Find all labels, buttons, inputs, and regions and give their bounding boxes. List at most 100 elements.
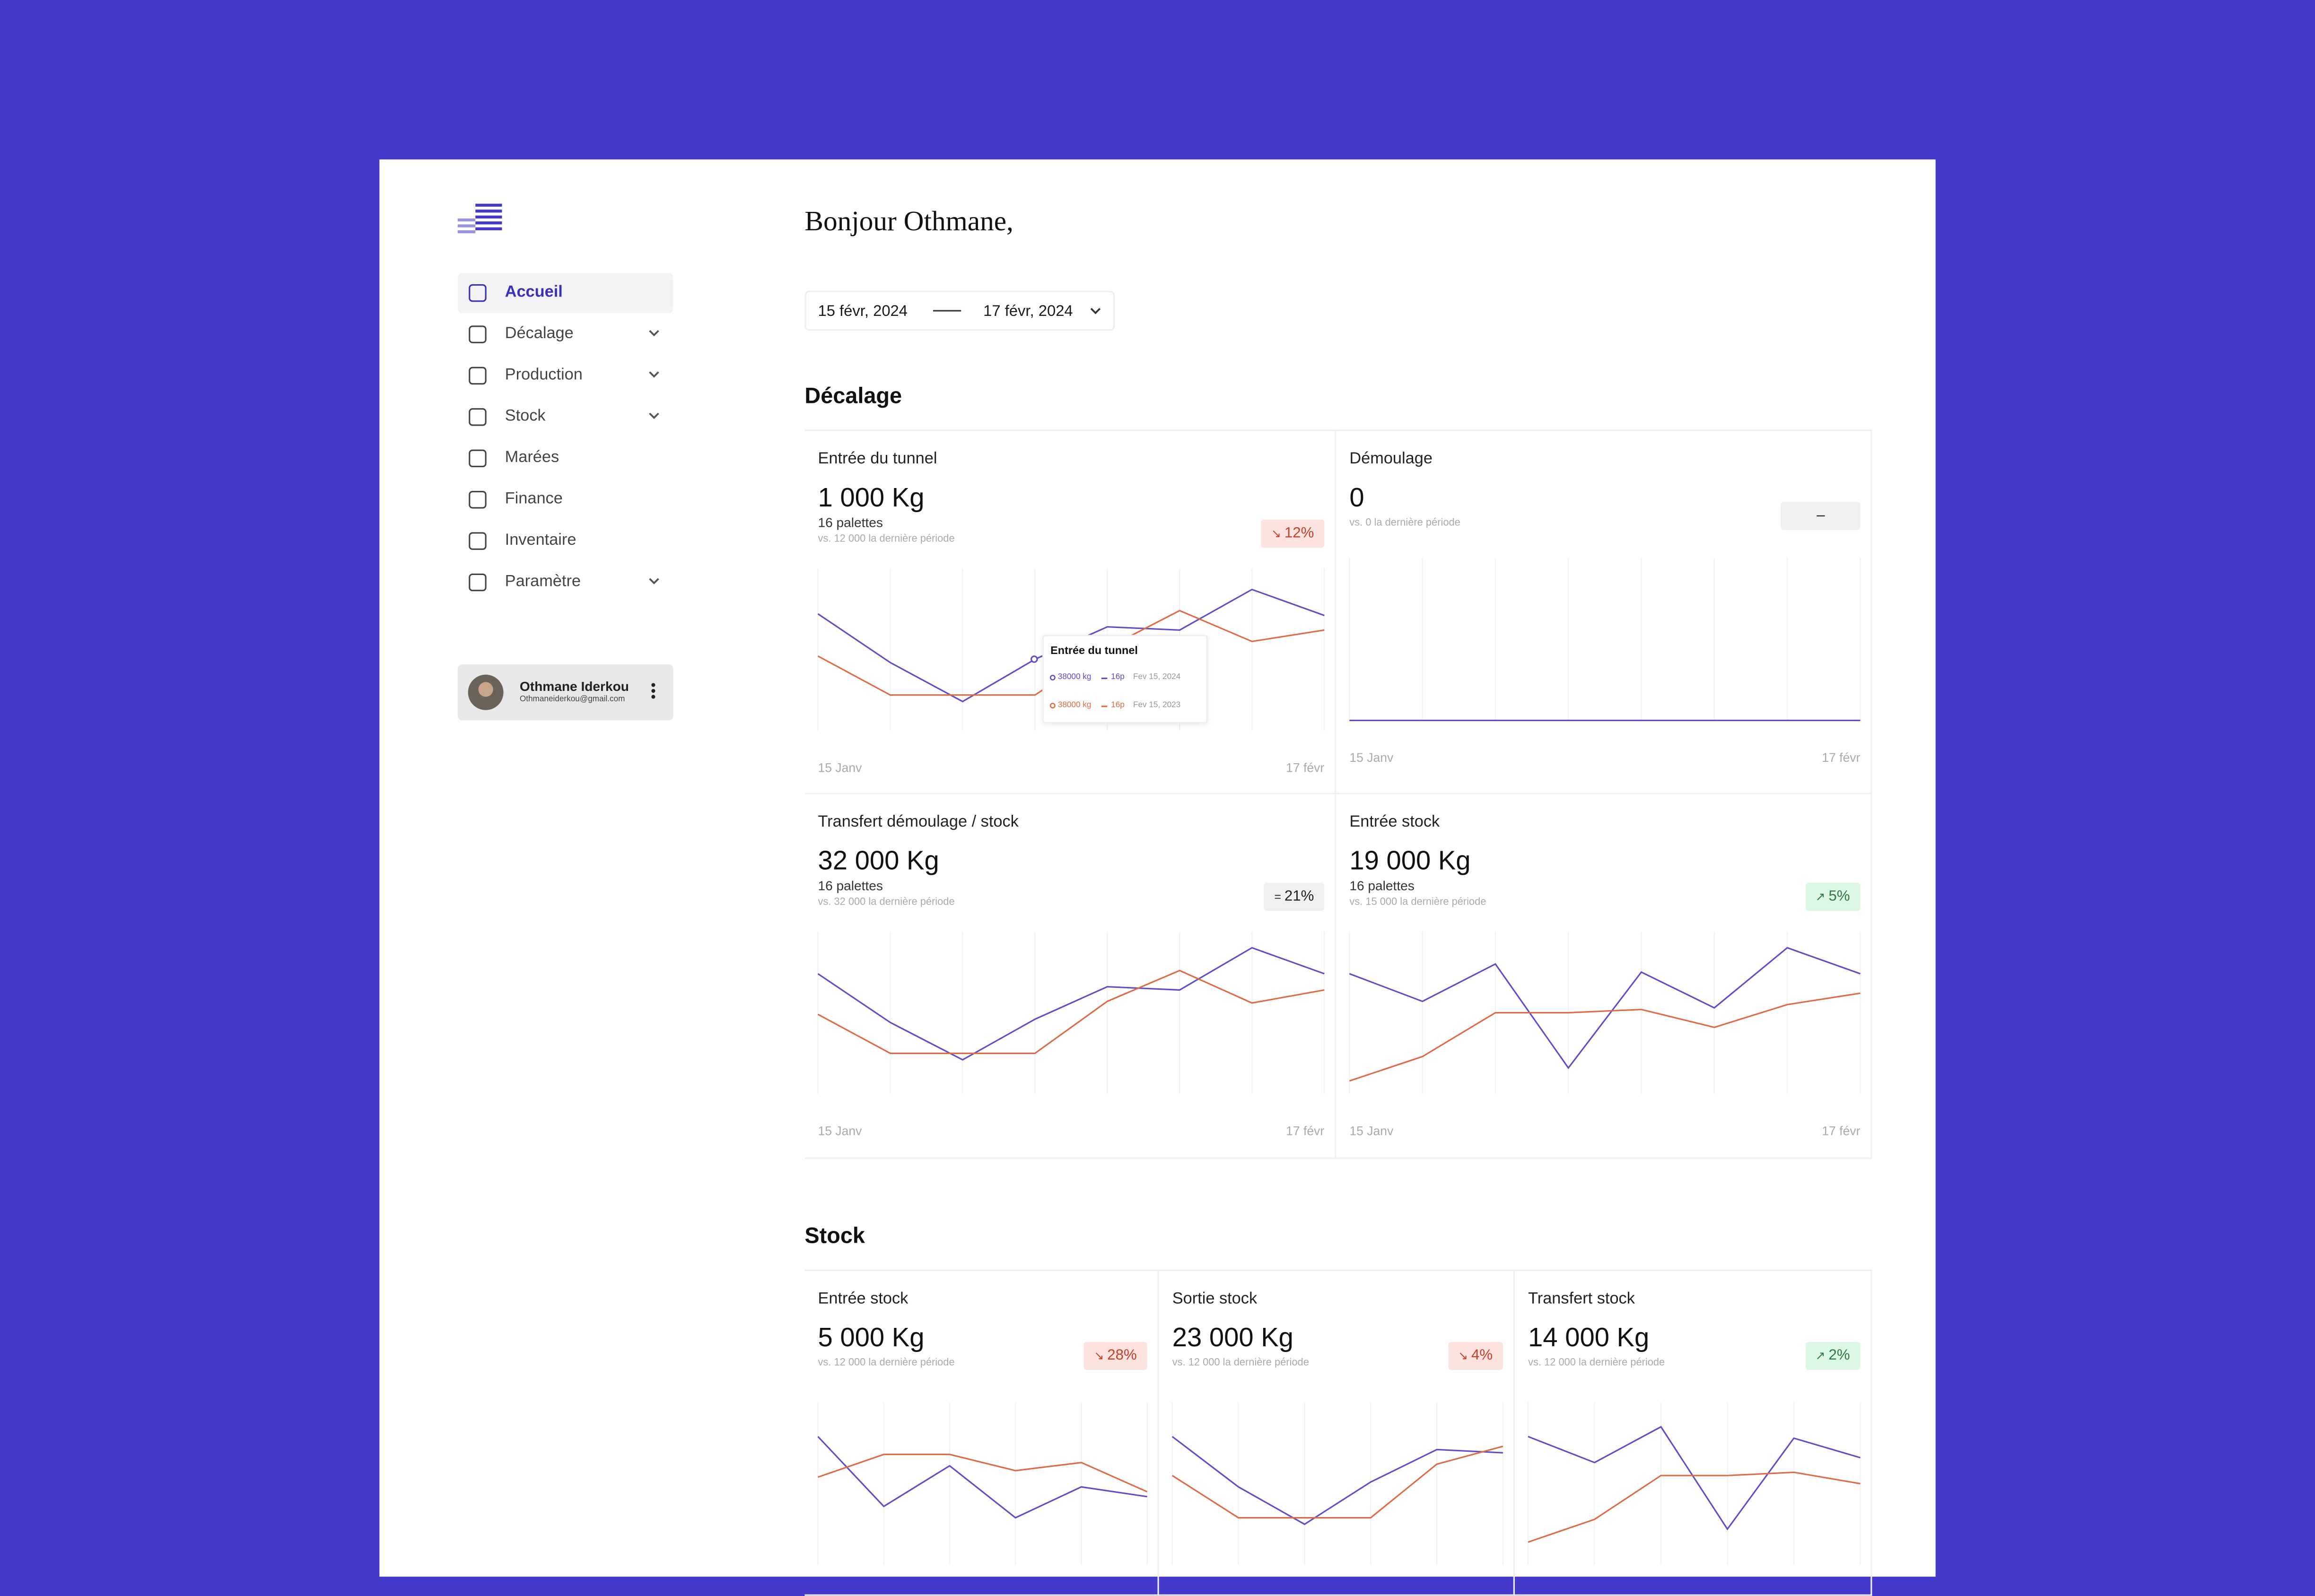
nav-active-bg: [457, 273, 673, 313]
series-line: [817, 947, 1325, 1061]
chevron: [649, 412, 659, 419]
card-value: 23 000 Kg: [1172, 1323, 1293, 1352]
x-label: 15 Janv: [1349, 1123, 1394, 1138]
x-label: 17 févr: [1822, 750, 1861, 765]
nav-item[interactable]: Paramètre: [505, 573, 581, 591]
card: [1336, 431, 1872, 794]
card-compare: vs. 12 000 la dernière période: [818, 1358, 955, 1369]
nav-icon: [469, 325, 487, 343]
trend-icon: =: [1274, 890, 1284, 904]
badge-text: 12%: [1284, 525, 1314, 542]
nav-icon-shape: [469, 408, 487, 426]
badge: ↗ 5%: [1805, 882, 1861, 911]
nav-chevron: [649, 330, 659, 337]
badge: = 21%: [1264, 882, 1325, 911]
x-label: 17 févr: [1286, 760, 1325, 775]
badge-text: –: [1817, 507, 1825, 524]
tooltip-title: Entrée du tunnel: [1050, 643, 1138, 656]
date-to[interactable]: 17 févr, 2024: [983, 302, 1073, 321]
card-value: 14 000 Kg: [1528, 1323, 1650, 1352]
mini-chart: [817, 931, 1325, 1094]
date-separator: [933, 310, 961, 312]
nav-item[interactable]: Inventaire: [505, 531, 577, 549]
nav-chevron: [649, 412, 659, 419]
series-line: [1171, 1436, 1503, 1526]
card: [804, 431, 1337, 794]
trend-icon: ↘: [1094, 1349, 1108, 1363]
card-compare: vs. 12 000 la dernière période: [818, 534, 955, 545]
nav-icon: [469, 573, 487, 592]
card: [1336, 794, 1872, 1159]
card-title: Transfert stock: [1528, 1290, 1635, 1308]
badge: ↘ 4%: [1448, 1342, 1503, 1370]
badge-text: 2%: [1828, 1348, 1850, 1364]
card-sub: 16 palettes: [818, 878, 883, 893]
tooltip-value: 38000 kg: [1057, 672, 1092, 682]
section-title: Stock: [804, 1223, 865, 1249]
marker: [1049, 674, 1055, 680]
nav-icon-shape: [469, 284, 487, 302]
nav-icon-shape: [469, 491, 487, 509]
user-menu: [651, 683, 655, 699]
trend-icon: ↘: [1271, 527, 1284, 541]
nav-item[interactable]: Décalage: [505, 324, 574, 343]
trend-icon: ↗: [1815, 1349, 1829, 1363]
badge: ↗ 2%: [1805, 1342, 1861, 1370]
chevron: [649, 330, 659, 337]
greeting: Bonjour Othmane,: [804, 207, 1013, 238]
nav-item[interactable]: Stock: [505, 407, 546, 426]
tooltip-pallets: 16p: [1111, 672, 1125, 682]
menu-dot: [651, 695, 655, 699]
app-panel: [379, 159, 1936, 1577]
nav-icon-shape: [469, 573, 487, 592]
nav-icon-shape: [469, 325, 487, 343]
card: [804, 794, 1337, 1159]
card-sub: 16 palettes: [1349, 878, 1415, 893]
menu-dot: [651, 689, 655, 693]
tooltip-value: 38000 kg: [1057, 700, 1092, 710]
card-title: Entrée stock: [1349, 813, 1440, 831]
mini-chart: [1171, 1402, 1504, 1565]
date-from[interactable]: 15 févr, 2024: [818, 302, 908, 321]
card-value: 32 000 Kg: [818, 846, 939, 876]
card-title: Démoulage: [1349, 450, 1433, 468]
badge: ↘ 12%: [1261, 519, 1325, 548]
series-line: [1528, 1471, 1861, 1543]
tooltip-marker: [1049, 702, 1055, 708]
tooltip-dash: [1101, 677, 1107, 678]
nav-icon: [469, 532, 487, 550]
series-line: [1349, 947, 1861, 1069]
date-picker[interactable]: [804, 290, 1115, 331]
nav-icon: [469, 449, 487, 468]
card-value: 19 000 Kg: [1349, 846, 1471, 876]
chevron: [649, 371, 659, 378]
mini-chart: [1349, 558, 1861, 722]
badge-text: 21%: [1284, 889, 1314, 905]
card-title: Entrée stock: [818, 1290, 909, 1308]
x-label: 15 Janv: [1349, 750, 1394, 765]
mini-chart: [1349, 931, 1861, 1094]
nav-item[interactable]: Marées: [505, 449, 559, 467]
badge-text: 5%: [1828, 889, 1850, 905]
nav-icon: [469, 284, 487, 302]
x-label: 15 Janv: [818, 1123, 862, 1138]
trend-icon: ↘: [1458, 1349, 1472, 1363]
avatar: [468, 674, 504, 710]
divider: [804, 1269, 1872, 1271]
badge: –: [1781, 502, 1861, 530]
card-title: Entrée du tunnel: [818, 450, 937, 468]
nav-icon: [469, 491, 487, 509]
user-email: Othmaneiderkou@gmail.com: [519, 695, 625, 705]
badge: ↘ 28%: [1083, 1342, 1147, 1370]
tooltip-pallets: 16p: [1111, 700, 1125, 710]
nav-item[interactable]: Production: [505, 366, 583, 384]
nav-item[interactable]: Finance: [505, 490, 563, 508]
nav-item[interactable]: Accueil: [505, 283, 563, 301]
card-compare: vs. 15 000 la dernière période: [1349, 898, 1486, 908]
card-value: 1 000 Kg: [818, 482, 925, 513]
marker: [1049, 702, 1055, 708]
x-label: 15 Janv: [818, 760, 862, 775]
tooltip-dash: [1101, 705, 1107, 706]
